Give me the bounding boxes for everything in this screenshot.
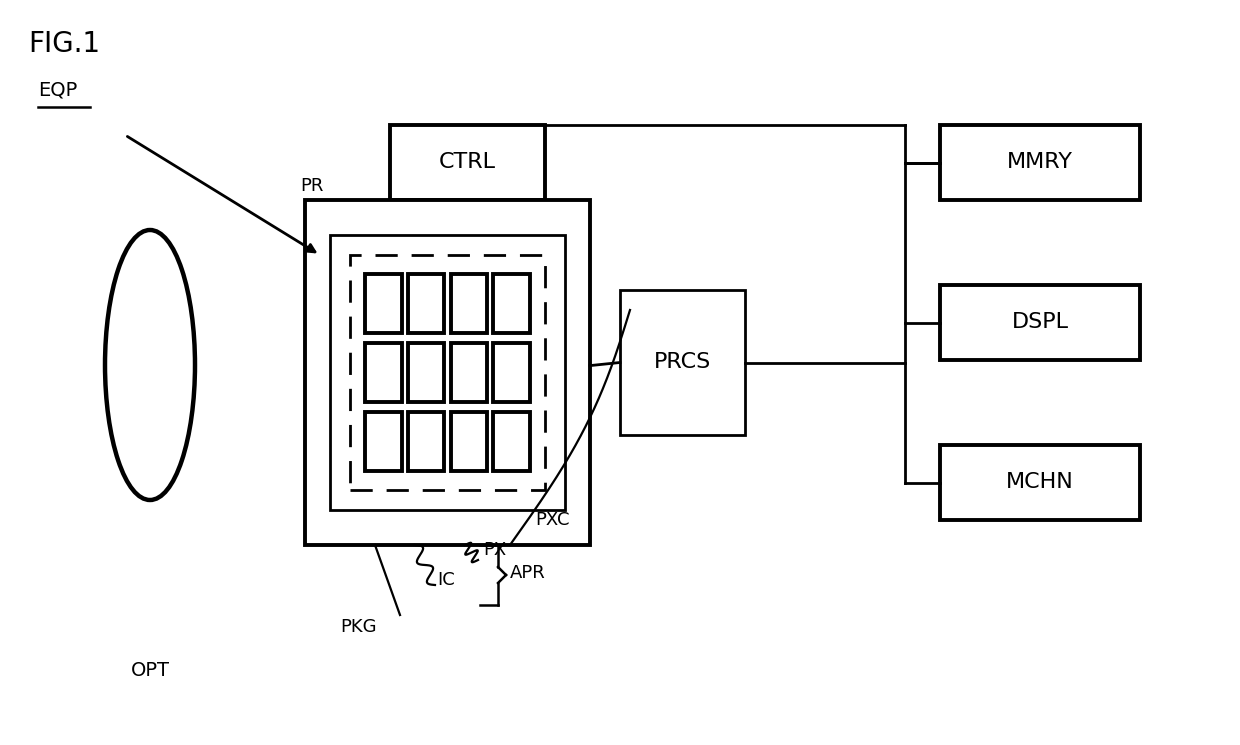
Text: CTRL: CTRL xyxy=(439,153,496,173)
Bar xyxy=(450,343,487,402)
Text: PR: PR xyxy=(300,177,324,195)
Text: IC: IC xyxy=(436,571,455,589)
Text: APR: APR xyxy=(510,564,546,582)
Bar xyxy=(408,274,444,333)
Bar xyxy=(494,343,531,402)
Bar xyxy=(408,343,444,402)
Text: PRCS: PRCS xyxy=(653,352,711,372)
Text: MMRY: MMRY xyxy=(1007,153,1073,173)
Text: PX: PX xyxy=(484,541,506,559)
Text: PKG: PKG xyxy=(340,618,377,636)
Bar xyxy=(350,255,546,490)
Bar xyxy=(620,290,745,435)
Text: OPT: OPT xyxy=(130,661,170,679)
Bar xyxy=(305,200,590,545)
Text: FIG.1: FIG.1 xyxy=(29,30,100,58)
Text: EQP: EQP xyxy=(38,81,77,100)
Text: PXC: PXC xyxy=(534,511,569,529)
Bar xyxy=(408,412,444,471)
Bar xyxy=(330,235,565,510)
Text: DSPL: DSPL xyxy=(1012,312,1069,332)
Bar xyxy=(450,412,487,471)
Bar xyxy=(391,125,546,200)
Bar xyxy=(940,125,1140,200)
Bar xyxy=(494,412,531,471)
Bar xyxy=(365,274,402,333)
Bar xyxy=(494,274,531,333)
Bar xyxy=(365,412,402,471)
Text: MCHN: MCHN xyxy=(1006,472,1074,492)
Bar xyxy=(940,285,1140,360)
Bar xyxy=(940,445,1140,520)
Bar xyxy=(365,343,402,402)
Bar xyxy=(450,274,487,333)
